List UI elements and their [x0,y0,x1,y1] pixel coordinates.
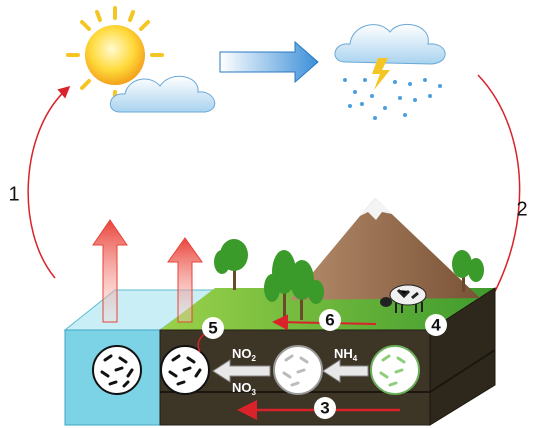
wind-arrow [219,40,319,84]
step-label: 2 [516,198,527,220]
cow [380,284,427,313]
heat-arrow [167,237,203,323]
step-label: 1 [8,183,19,205]
step-badge [319,309,341,331]
cloud [110,75,216,113]
heat-arrow [92,219,128,323]
cycle-arrow-left [27,86,71,279]
step-badge [202,317,224,339]
mountain [290,198,480,300]
step-label: 3 [320,398,329,417]
compound-label: NO3 [232,380,257,397]
step-badge [425,314,447,336]
process-arrow [322,359,369,383]
rain-cloud [334,23,446,120]
step-label: 6 [325,310,334,329]
step-label: 4 [431,315,441,334]
step-badge [314,397,336,419]
trees [214,239,484,320]
compound-label: NO2 [232,346,257,363]
compound-label: NH4 [334,346,358,363]
bacteria [92,345,420,395]
process-arrow [212,359,271,383]
step-label: 5 [208,318,217,337]
